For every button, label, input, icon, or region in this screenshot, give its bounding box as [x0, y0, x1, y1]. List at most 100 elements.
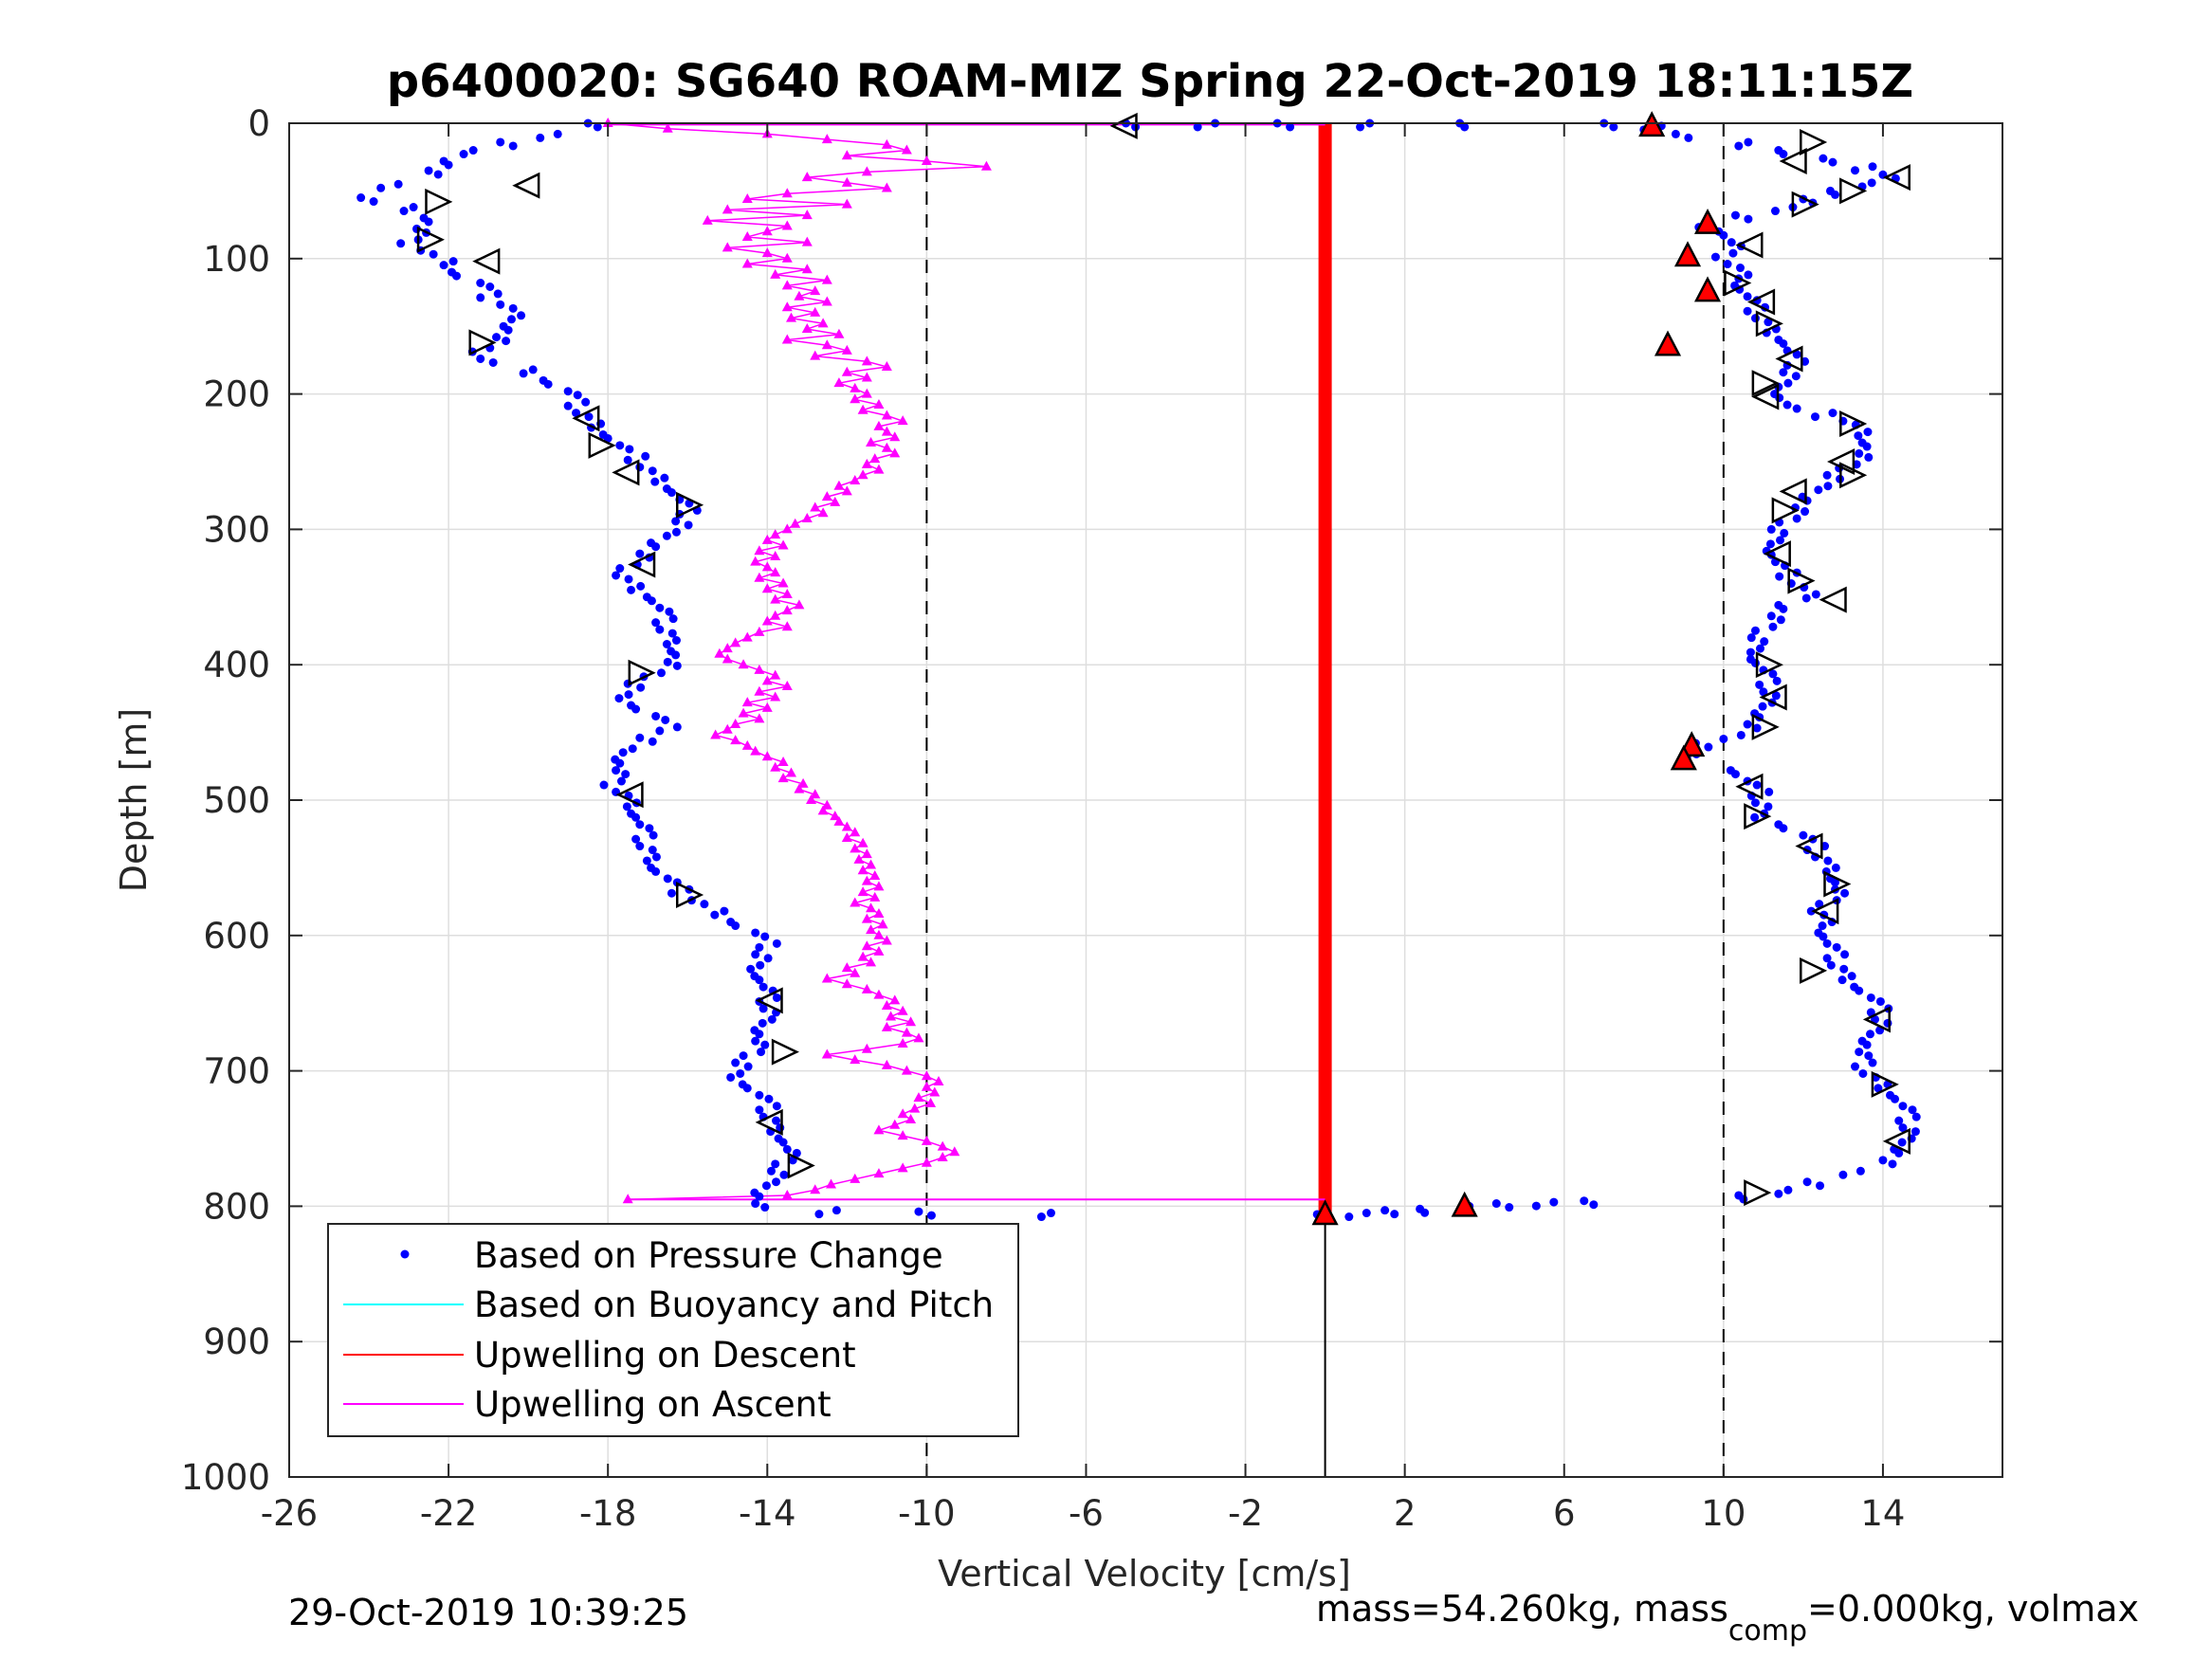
ascent-upwelling-point — [881, 1021, 892, 1031]
ascent-upwelling-point — [921, 1081, 932, 1091]
ascent-upwelling-point — [810, 306, 821, 317]
pressure-change-point — [1862, 442, 1872, 451]
pressure-change-point — [751, 1199, 760, 1209]
ascent-upwelling-point — [817, 805, 829, 815]
ascent-upwelling-point — [781, 280, 793, 290]
pressure-change-point — [1878, 1156, 1888, 1165]
ascent-upwelling-point — [861, 848, 872, 859]
triangle-marker — [1819, 586, 1847, 613]
ascent-upwelling-point — [781, 681, 793, 691]
ascent-upwelling-point — [770, 567, 781, 577]
pressure-change-point — [615, 758, 625, 768]
pressure-change-point — [772, 1116, 781, 1125]
pressure-change-point — [760, 1040, 770, 1049]
pressure-change-point — [1609, 122, 1618, 132]
ascent-upwelling-point — [857, 886, 868, 897]
ascent-upwelling-point — [861, 913, 872, 923]
ascent-upwelling-point — [881, 1000, 892, 1011]
ascent-upwelling-point — [794, 783, 805, 793]
pressure-change-point — [1791, 372, 1801, 381]
red-triangle-marker — [1673, 241, 1702, 267]
pressure-change-point — [1764, 787, 1774, 796]
pressure-change-point — [1760, 637, 1769, 647]
triangle-marker — [1871, 1070, 1899, 1098]
pressure-change-point — [628, 744, 637, 754]
ascent-upwelling-point — [861, 875, 872, 885]
triangle-marker — [1771, 497, 1800, 524]
ascent-upwelling-series — [602, 118, 1325, 1204]
pressure-change-point — [755, 1192, 764, 1201]
pressure-change-point — [1746, 633, 1756, 643]
footer-mass-info: mass=54.260kg, masscomp=0.000kg, volmax — [1316, 1588, 2139, 1648]
pressure-change-point — [656, 668, 666, 678]
pressure-change-point — [1710, 252, 1720, 262]
ascent-upwelling-point — [857, 837, 868, 848]
triangle-marker — [1800, 129, 1828, 155]
ascent-upwelling-point — [761, 675, 773, 685]
pressure-change-point — [1491, 1199, 1501, 1209]
pressure-change-point — [1822, 939, 1832, 948]
axis-ticks: -26 -22 -18 -14 -10 -6 -2 2 6 10 14010020030040050… — [181, 103, 2002, 1534]
pressure-change-point — [710, 910, 720, 920]
triangle-marker — [1779, 147, 1807, 174]
pressure-change-point — [1723, 260, 1732, 269]
ascent-upwelling-point — [897, 1130, 908, 1140]
pressure-change-point — [1750, 658, 1760, 667]
triangle-marker — [472, 247, 501, 275]
legend-box — [327, 1223, 1019, 1437]
ascent-upwelling-point — [761, 702, 773, 712]
ascent-upwelling-point — [702, 214, 713, 225]
pressure-change-point — [635, 549, 645, 558]
ascent-upwelling-point — [881, 426, 892, 436]
pressure-change-point — [553, 129, 562, 138]
mass-text: mass=54.260kg, mass — [1316, 1588, 1728, 1630]
pressure-change-point — [1792, 514, 1801, 523]
pressure-change-point — [439, 261, 448, 270]
ascent-upwelling-point — [850, 897, 861, 907]
pressure-change-point — [1822, 470, 1832, 480]
ascent-upwelling-point — [949, 1146, 960, 1157]
pressure-change-point — [618, 748, 628, 757]
pressure-change-point — [655, 726, 665, 736]
ascent-upwelling-point — [821, 134, 832, 144]
pressure-change-point — [755, 1090, 764, 1100]
ascent-upwelling-point — [833, 815, 845, 826]
pressure-change-point — [1766, 524, 1776, 534]
pressure-change-point — [433, 170, 443, 179]
ascent-upwelling-point — [841, 344, 852, 355]
ascent-upwelling-point — [738, 659, 749, 669]
ascent-upwelling-point — [913, 1032, 924, 1043]
ascent-upwelling-point — [850, 967, 861, 977]
pressure-change-point — [356, 193, 366, 203]
pressure-change-point — [650, 477, 660, 486]
pressure-change-point — [1816, 1181, 1825, 1191]
triangle-marker — [1839, 462, 1868, 489]
pressure-change-point — [616, 776, 626, 786]
y-tick-label: 600 — [203, 916, 270, 957]
pressure-change-point — [1864, 1051, 1874, 1061]
pressure-change-point — [731, 1058, 740, 1067]
pressure-change-point — [1866, 1008, 1875, 1017]
pressure-change-point — [1764, 802, 1773, 811]
pressure-change-point — [1286, 122, 1295, 132]
triangle-marker — [1724, 269, 1752, 297]
pressure-change-point — [1801, 593, 1811, 603]
pressure-change-point — [668, 614, 678, 624]
pressure-change-point — [662, 639, 671, 648]
pressure-change-point — [1750, 626, 1760, 635]
pressure-change-point — [502, 337, 511, 346]
pressure-change-point — [1779, 338, 1788, 348]
ascent-upwelling-point — [861, 458, 872, 468]
ascent-upwelling-point — [873, 464, 885, 474]
pressure-change-point — [1799, 830, 1808, 840]
pressure-change-point — [671, 517, 681, 526]
pressure-change-point — [649, 830, 658, 840]
pressure-change-point — [720, 906, 729, 916]
pressure-change-point — [1356, 122, 1365, 132]
ascent-upwelling-point — [821, 799, 832, 810]
ascent-upwelling-point — [901, 1065, 912, 1075]
pressure-change-point — [621, 770, 631, 779]
pressure-change-point — [635, 733, 645, 742]
pressure-change-point — [1768, 669, 1778, 679]
